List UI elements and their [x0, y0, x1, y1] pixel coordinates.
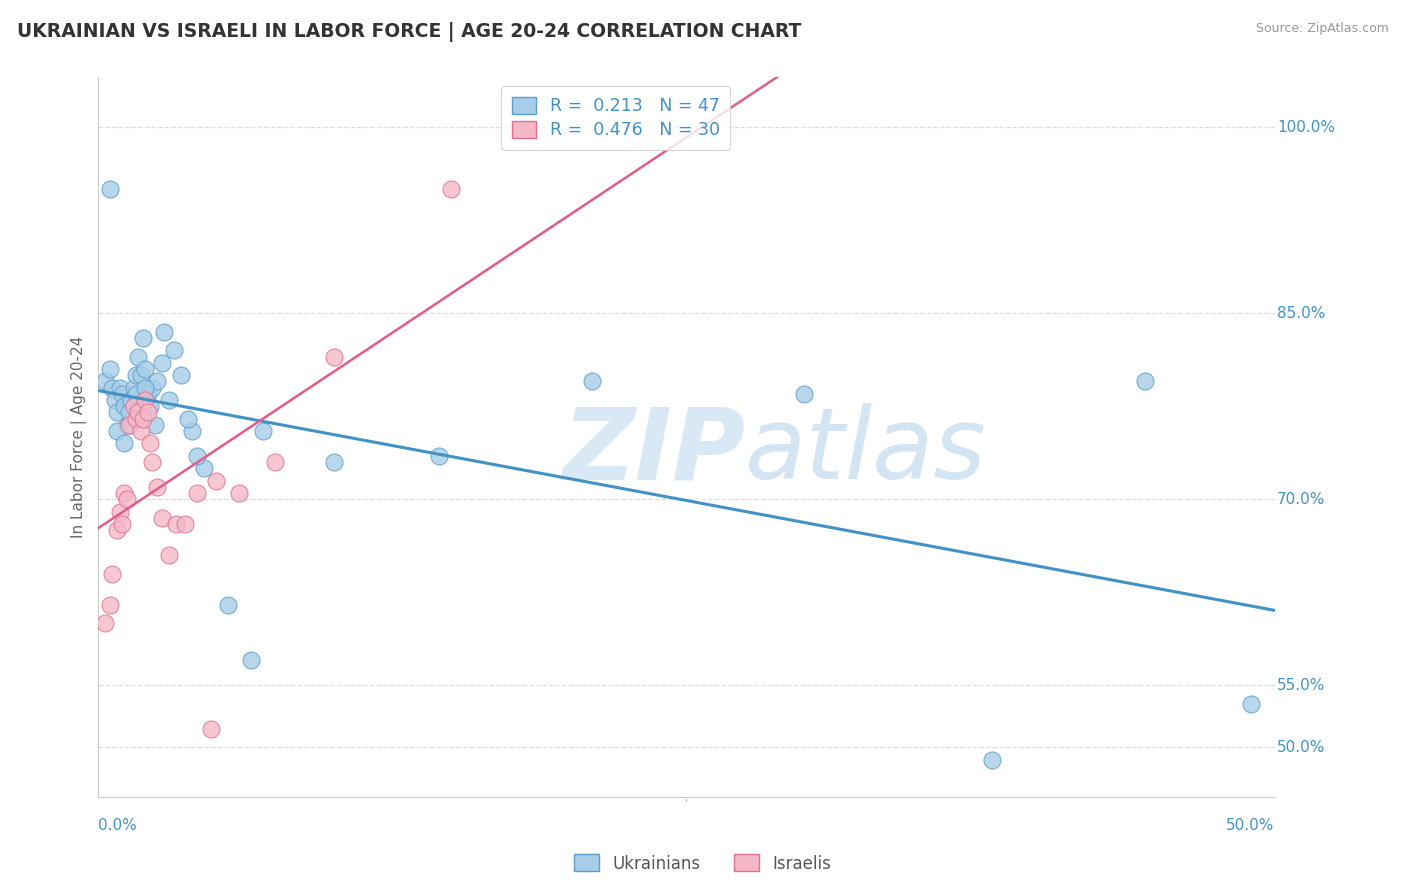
Point [134, 392, 156, 407]
Point [981, 753, 1004, 767]
Text: 50.0%: 50.0% [1277, 739, 1326, 755]
Point [94, 616, 117, 631]
Text: Source: ZipAtlas.com: Source: ZipAtlas.com [1256, 22, 1389, 36]
Point [98, 362, 121, 376]
Point [125, 411, 148, 425]
Point [193, 461, 215, 475]
Text: 50.0%: 50.0% [1226, 818, 1275, 833]
Point [150, 356, 173, 370]
Point [115, 492, 138, 507]
Point [105, 523, 128, 537]
Legend: R =  0.213   N = 47, R =  0.476   N = 30: R = 0.213 N = 47, R = 0.476 N = 30 [502, 87, 730, 150]
Point [181, 424, 204, 438]
Point [115, 417, 138, 432]
Point [136, 405, 159, 419]
Point [581, 374, 603, 388]
Point [228, 486, 250, 500]
Point [104, 392, 127, 407]
Point [146, 480, 169, 494]
Point [98, 182, 121, 196]
Text: 100.0%: 100.0% [1277, 120, 1334, 135]
Point [105, 424, 128, 438]
Point [153, 325, 176, 339]
Point [108, 504, 131, 518]
Point [118, 417, 141, 432]
Point [125, 386, 148, 401]
Point [322, 350, 344, 364]
Point [111, 386, 134, 401]
Point [122, 380, 145, 394]
Point [165, 516, 187, 531]
Point [101, 566, 124, 581]
Point [101, 380, 124, 394]
Point [174, 516, 197, 531]
Point [186, 449, 208, 463]
Point [129, 368, 152, 383]
Point [186, 486, 208, 500]
Point [177, 411, 200, 425]
Point [1135, 374, 1157, 388]
Point [141, 380, 163, 394]
Point [205, 474, 228, 488]
Point [322, 455, 344, 469]
Point [134, 362, 156, 376]
Point [139, 399, 162, 413]
Point [127, 405, 149, 419]
Point [129, 424, 152, 438]
Text: 85.0%: 85.0% [1277, 306, 1326, 320]
Point [108, 380, 131, 394]
Point [162, 343, 184, 358]
Point [122, 399, 145, 413]
Point [132, 331, 155, 345]
Point [134, 380, 156, 394]
Point [157, 392, 180, 407]
Point [240, 653, 263, 667]
Text: 55.0%: 55.0% [1277, 678, 1326, 693]
Point [146, 374, 169, 388]
Point [118, 405, 141, 419]
Point [440, 182, 463, 196]
Point [263, 455, 285, 469]
Point [136, 386, 159, 401]
Point [170, 368, 193, 383]
Point [139, 436, 162, 450]
Point [1240, 697, 1263, 711]
Point [127, 350, 149, 364]
Text: UKRAINIAN VS ISRAELI IN LABOR FORCE | AGE 20-24 CORRELATION CHART: UKRAINIAN VS ISRAELI IN LABOR FORCE | AG… [17, 22, 801, 42]
Text: ZIP: ZIP [562, 403, 745, 500]
Point [112, 436, 135, 450]
Point [94, 374, 117, 388]
Point [252, 424, 274, 438]
Point [143, 417, 166, 432]
Point [429, 449, 451, 463]
Point [157, 548, 180, 562]
Legend: Ukrainians, Israelis: Ukrainians, Israelis [568, 847, 838, 880]
Point [118, 417, 141, 432]
Point [112, 399, 135, 413]
Text: 70.0%: 70.0% [1277, 491, 1326, 507]
Text: 0.0%: 0.0% [98, 818, 138, 833]
Point [111, 516, 134, 531]
Text: atlas: atlas [745, 403, 987, 500]
Point [200, 722, 222, 736]
Y-axis label: In Labor Force | Age 20-24: In Labor Force | Age 20-24 [72, 336, 87, 538]
Point [120, 392, 142, 407]
Point [125, 368, 148, 383]
Point [98, 598, 121, 612]
Point [217, 598, 239, 612]
Point [112, 486, 135, 500]
Point [793, 386, 815, 401]
Point [141, 455, 163, 469]
Point [105, 405, 128, 419]
Point [150, 510, 173, 524]
Point [132, 411, 155, 425]
